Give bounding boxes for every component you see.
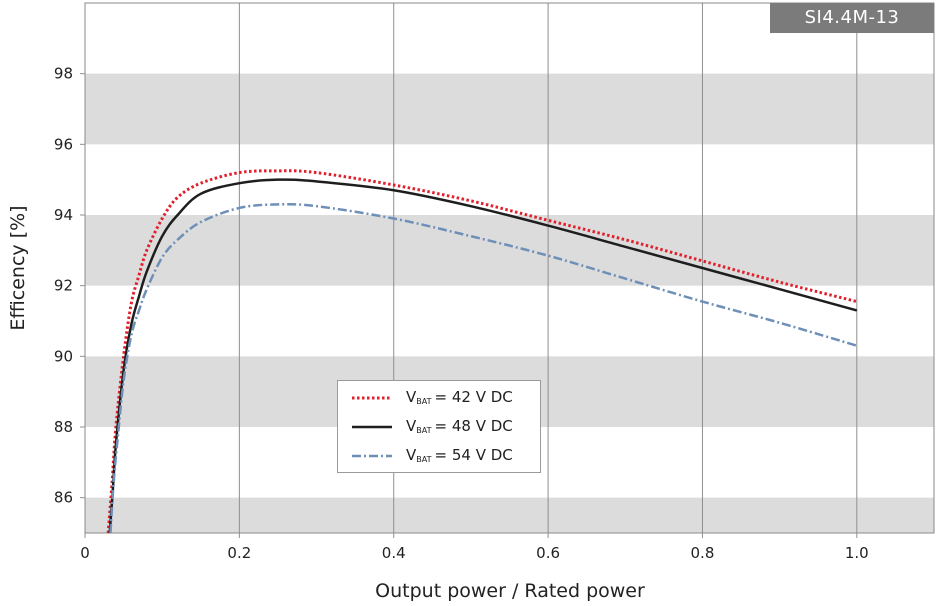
series-line-0 bbox=[106, 169, 858, 534]
y-tick-label: 86 bbox=[54, 489, 73, 507]
legend-item-48v: VBAT = 48 V DC bbox=[350, 414, 536, 440]
grid-band bbox=[85, 215, 934, 286]
model-badge: SI4.4M-13 bbox=[770, 3, 934, 33]
x-tick-label: 0.2 bbox=[227, 544, 251, 562]
y-tick-label: 92 bbox=[54, 277, 73, 295]
y-tick-label: 94 bbox=[54, 206, 73, 224]
x-tick-label: 0 bbox=[80, 544, 90, 562]
grid-band bbox=[85, 73, 934, 145]
plot-frame bbox=[84, 2, 935, 534]
series-line-2 bbox=[109, 202, 858, 534]
y-tick-label: 98 bbox=[54, 65, 73, 83]
legend: VBAT = 42 V DC VBAT = 48 V DC VBAT = 54 V D… bbox=[337, 380, 541, 473]
legend-label-42v: VBAT = 42 V DC bbox=[406, 388, 513, 406]
legend-line-42v bbox=[352, 396, 392, 400]
y-axis-ticks: 86 88 90 92 94 96 98 bbox=[54, 65, 85, 507]
legend-label-48v: VBAT = 48 V DC bbox=[406, 417, 513, 435]
x-tick-label: 0.8 bbox=[691, 544, 715, 562]
series-lines bbox=[106, 169, 858, 534]
y-tick-label: 90 bbox=[54, 347, 73, 365]
x-tick-label: 0.4 bbox=[382, 544, 406, 562]
legend-item-54v: VBAT = 54 V DC bbox=[350, 443, 536, 469]
x-tick-label: 1.0 bbox=[845, 544, 869, 562]
legend-line-48v bbox=[352, 425, 392, 429]
y-tick-label: 88 bbox=[54, 418, 73, 436]
legend-item-42v: VBAT = 42 V DC bbox=[350, 385, 536, 411]
grid-band bbox=[85, 497, 934, 533]
y-tick-label: 96 bbox=[54, 135, 73, 153]
legend-line-54v bbox=[352, 454, 392, 458]
x-axis-ticks: 0 0.2 0.4 0.6 0.8 1.0 bbox=[80, 533, 869, 562]
x-axis-title: Output power / Rated power bbox=[375, 580, 645, 602]
y-axis-title: Efficency [%] bbox=[7, 205, 29, 330]
x-tick-label: 0.6 bbox=[536, 544, 560, 562]
legend-label-54v: VBAT = 54 V DC bbox=[406, 446, 513, 464]
series-line-1 bbox=[108, 178, 858, 534]
